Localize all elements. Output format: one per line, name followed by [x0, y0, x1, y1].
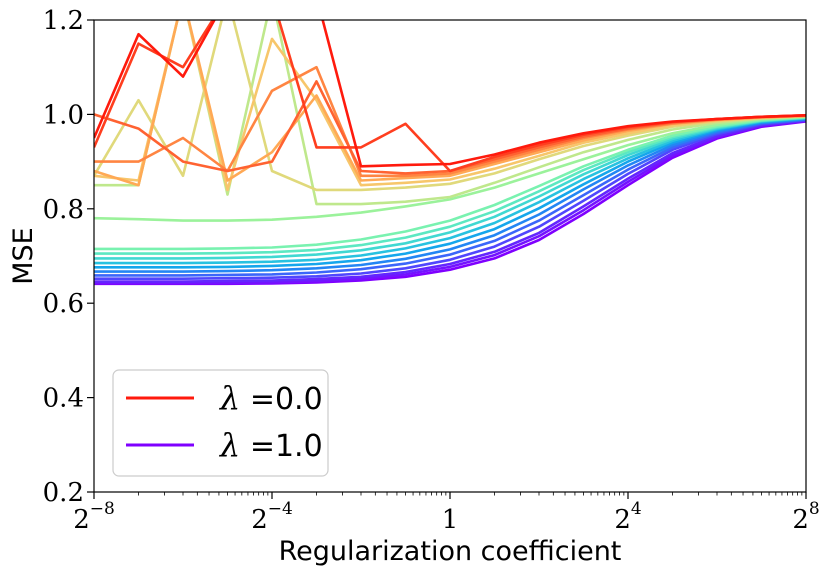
- series-line-18: [94, 119, 806, 285]
- series-line-13: [94, 117, 806, 269]
- x-axis-label: Regularization coefficient: [279, 536, 622, 567]
- y-tick-label-3: 0.8: [43, 195, 84, 225]
- x-tick-label-2: 1: [442, 505, 459, 535]
- series-line-6: [94, 20, 806, 192]
- series-line-15: [94, 118, 806, 277]
- x-tick-label-0: 2−8: [73, 499, 115, 535]
- ticks-layer: 0.2 0.4 0.6 0.8 1.0 1.2 2−8 2−4 1 24 28: [43, 6, 820, 535]
- y-tick-label-2: 0.6: [43, 289, 84, 319]
- legend-label-1: λ =1.0: [218, 426, 323, 464]
- y-tick-label-5: 1.2: [43, 6, 84, 36]
- x-tick-label-4: 28: [792, 499, 819, 535]
- legend-text-0: =0.0: [240, 382, 322, 417]
- series-line-17: [94, 119, 806, 283]
- series-line-4: [94, 20, 806, 187]
- series-line-16: [94, 118, 806, 281]
- series-line-14: [94, 117, 806, 273]
- y-tick-label-0: 0.2: [43, 478, 84, 508]
- legend: λ =0.0 λ =1.0: [112, 369, 329, 477]
- series-layer: [94, 20, 806, 286]
- series-line-11: [94, 116, 806, 260]
- y-tick-label-4: 1.0: [43, 100, 84, 130]
- series-line-9: [94, 115, 806, 251]
- x-tick-label-1: 2−4: [251, 499, 293, 535]
- x-tick-label-3: 24: [614, 499, 641, 535]
- series-line-12: [94, 116, 806, 265]
- series-line-0: [94, 20, 806, 168]
- legend-text-1: =1.0: [240, 429, 322, 464]
- legend-label-0: λ =0.0: [218, 379, 323, 417]
- y-tick-label-1: 0.4: [43, 384, 84, 414]
- legend-lambda-1: λ: [218, 426, 240, 464]
- series-line-8: [94, 115, 806, 222]
- y-axis-label: MSE: [8, 227, 39, 285]
- series-line-5: [94, 20, 806, 192]
- legend-lambda-0: λ: [218, 379, 240, 417]
